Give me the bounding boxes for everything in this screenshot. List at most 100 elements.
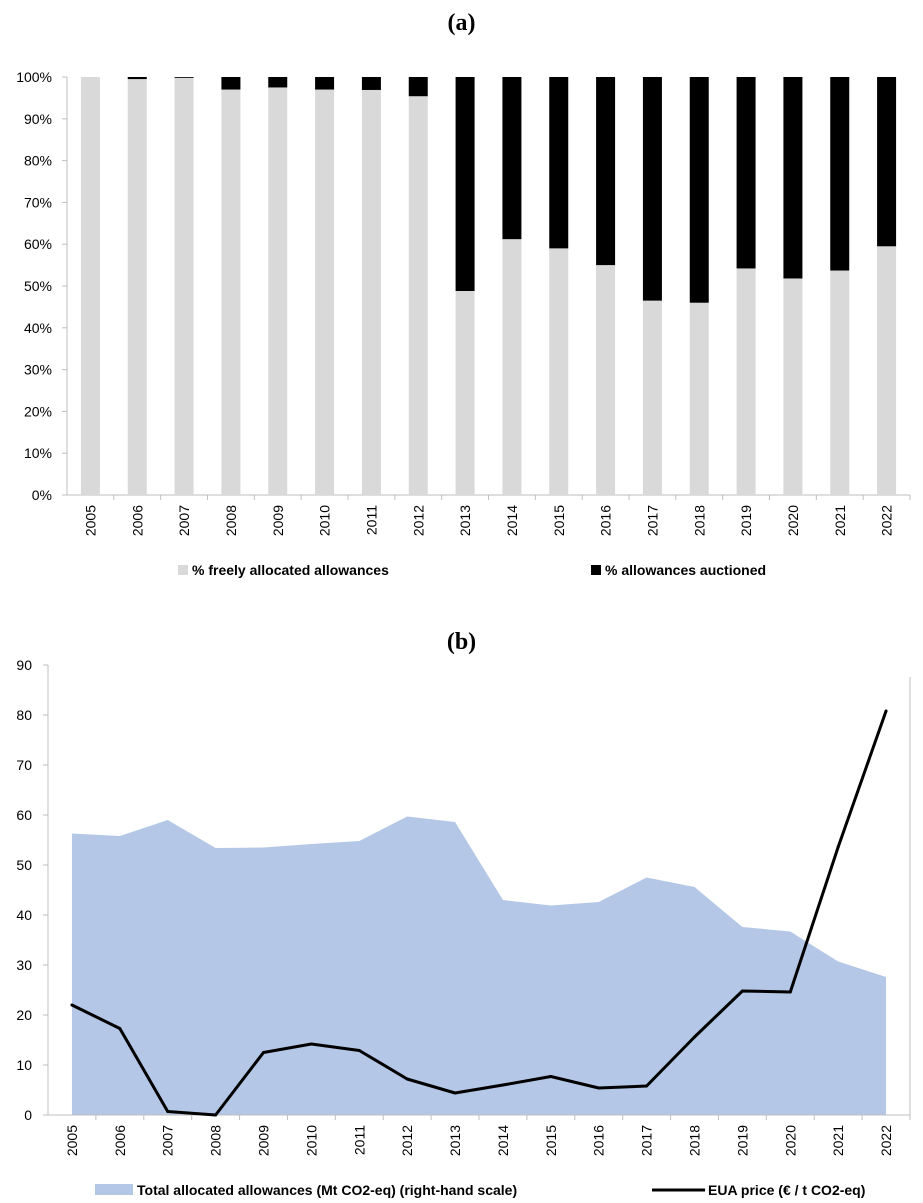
y-tick-label: 80 <box>16 707 32 723</box>
x-tick-label: 2016 <box>591 1125 607 1156</box>
bar-auctioned <box>315 77 335 90</box>
x-tick-label: 2018 <box>687 1125 703 1156</box>
bar-free-allocated <box>877 246 897 495</box>
bar-auctioned <box>783 77 803 279</box>
bar-free-allocated <box>783 278 803 495</box>
bar-free-allocated <box>127 79 147 495</box>
legend-label-line: EUA price (€ / t CO2-eq) <box>708 1182 865 1198</box>
bar-free-allocated <box>455 291 475 495</box>
bar-free-allocated <box>221 89 241 495</box>
x-tick-label: 2012 <box>399 1125 415 1156</box>
x-tick-label: 2015 <box>543 1125 559 1156</box>
bar-auctioned <box>361 77 381 90</box>
legend-swatch-auctioned <box>591 565 601 575</box>
point-eua-price <box>70 1003 74 1007</box>
y-tick-label: 70 <box>16 757 32 773</box>
x-tick-label: 2013 <box>457 505 473 536</box>
point-eua-price <box>166 1110 170 1113</box>
x-tick-label: 2011 <box>363 505 379 535</box>
x-tick-label: 2014 <box>504 505 520 536</box>
x-tick-label: 2019 <box>734 1125 750 1156</box>
x-tick-label: 2009 <box>256 1125 272 1156</box>
x-tick-label: 2016 <box>598 505 614 536</box>
x-tick-label: 2018 <box>691 505 707 536</box>
legend-label-auctioned: % allowances auctioned <box>605 562 766 578</box>
bar-auctioned <box>877 77 897 247</box>
point-eua-price <box>309 1042 313 1046</box>
x-tick-label: 2014 <box>495 1125 511 1156</box>
y-tick-label: 50% <box>24 278 52 294</box>
point-eua-price <box>262 1051 265 1054</box>
legend-swatch-free <box>178 565 188 575</box>
bar-auctioned <box>736 77 756 269</box>
x-tick-label: 2008 <box>208 1125 224 1156</box>
y-tick-label: 100% <box>16 69 52 85</box>
point-eua-price <box>501 1083 505 1087</box>
bar-auctioned <box>455 77 475 292</box>
bar-free-allocated <box>549 248 569 495</box>
bar-free-allocated <box>361 89 381 495</box>
chart-a-stacked-bars: 0% 10% 20% 30% 40% 50% 60% 70% 80% 90% 100% 2005 200… <box>16 69 911 578</box>
bar-free-allocated <box>80 77 100 495</box>
y-tick-label: 60% <box>24 236 52 252</box>
panel-b-title: (b) <box>446 629 477 655</box>
bar-auctioned <box>408 77 428 97</box>
point-eua-price <box>453 1091 457 1095</box>
bar-auctioned <box>830 77 850 271</box>
point-eua-price <box>405 1077 409 1081</box>
y-tick-label: 40 <box>16 907 32 923</box>
x-tick-label: 2007 <box>160 1125 176 1156</box>
x-tick-label: 2015 <box>551 505 567 536</box>
bar-auctioned <box>502 77 522 240</box>
legend-label-area: Total allocated allowances (Mt CO2-eq) (… <box>137 1182 517 1198</box>
bar-free-allocated <box>689 302 709 495</box>
panel-a-title: (a) <box>447 10 476 36</box>
point-eua-price <box>597 1086 601 1090</box>
point-eua-price <box>214 1113 218 1117</box>
x-tick-label: 2022 <box>878 1125 894 1156</box>
point-eua-price <box>549 1075 553 1078</box>
point-eua-price <box>836 845 840 849</box>
y-tick-label: 0 <box>24 1107 32 1123</box>
bar-auctioned <box>127 77 147 80</box>
y-tick-label: 80% <box>24 153 52 169</box>
bar-free-allocated <box>502 239 522 495</box>
bar-auctioned <box>596 77 616 266</box>
x-tick-label: 2005 <box>64 1125 80 1156</box>
bar-auctioned <box>221 77 241 90</box>
point-eua-price <box>693 1035 696 1039</box>
x-tick-label: 2010 <box>317 505 333 536</box>
x-tick-label: 2012 <box>410 505 426 536</box>
point-eua-price <box>788 990 792 994</box>
legend-swatch-area <box>95 1184 133 1195</box>
x-tick-label: 2020 <box>782 1125 798 1156</box>
y-tick-label: 50 <box>16 857 32 873</box>
y-tick-label: 0% <box>32 487 52 503</box>
y-tick-label: 30 <box>16 957 32 973</box>
x-tick-label: 2019 <box>738 505 754 536</box>
bar-free-allocated <box>408 96 428 495</box>
line-eua-price <box>71 710 888 1117</box>
x-tick-label: 2006 <box>129 505 145 536</box>
y-tick-label: 30% <box>24 362 52 378</box>
point-eua-price <box>740 989 744 993</box>
x-tick-label: 2009 <box>270 505 286 536</box>
y-tick-label: 20% <box>24 403 52 419</box>
y-tick-label: 90 <box>16 657 32 673</box>
x-tick-label: 2020 <box>785 505 801 536</box>
x-tick-label: 2011 <box>351 1125 367 1155</box>
x-tick-label: 2017 <box>644 505 660 536</box>
bar-free-allocated <box>315 89 335 495</box>
point-eua-price <box>357 1049 361 1052</box>
bar-free-allocated <box>642 300 662 495</box>
bar-auctioned <box>642 77 662 301</box>
point-eua-price <box>884 709 888 713</box>
x-tick-label: 2022 <box>879 505 895 536</box>
x-tick-label: 2010 <box>303 1125 319 1156</box>
bar-free-allocated <box>736 268 756 495</box>
x-tick-label: 2017 <box>639 1125 655 1156</box>
y-tick-label: 10% <box>24 445 52 461</box>
point-eua-price <box>645 1084 649 1088</box>
bar-auctioned <box>174 77 194 78</box>
